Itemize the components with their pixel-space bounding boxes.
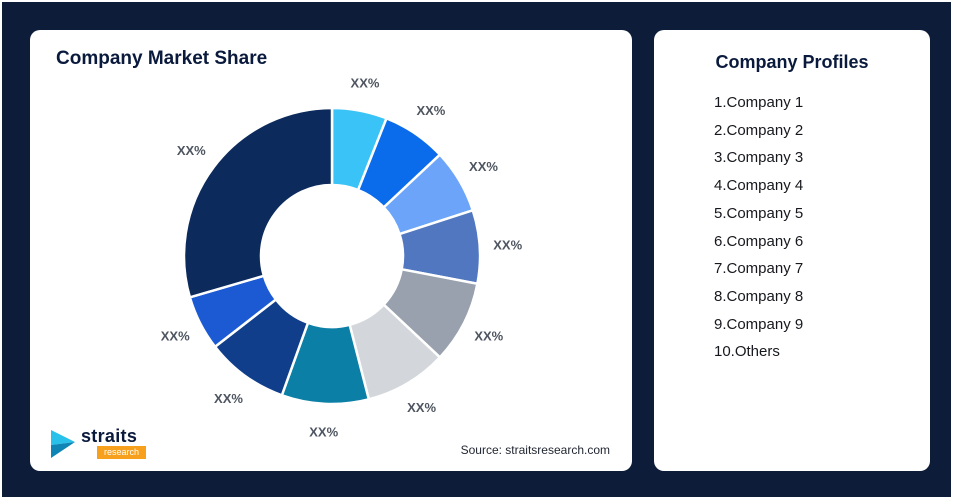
straits-research-logo: straits research: [50, 426, 147, 459]
list-item: 8.Company 8: [714, 287, 804, 305]
donut-slice-label: XX%: [161, 328, 190, 343]
list-item: 10.Others: [714, 343, 780, 361]
donut-slice-label: XX%: [351, 76, 380, 91]
market-share-card: Company Market Share XX% XX% XX% XX% XX% XX% X…: [30, 30, 632, 471]
donut-segment-others: [182, 106, 334, 299]
list-item: 1.Company 1: [714, 94, 804, 111]
list-item: 6.Company 6: [714, 232, 804, 250]
list-item: 2.Company 2: [714, 121, 804, 139]
donut-slice-label: XX%: [407, 400, 436, 415]
logo-brand-text: straits: [81, 426, 138, 446]
company-profiles-list: 1.Company 1 2.Company 2 3.Company 3 4.Co…: [654, 89, 930, 366]
donut-slice-label: XX%: [469, 159, 498, 174]
donut-slice-label: XX%: [493, 237, 522, 252]
list-item: 4.Company 4: [714, 177, 804, 195]
source-attribution: Source: straitsresearch.com: [460, 443, 610, 457]
list-item: 3.Company 3: [714, 149, 804, 167]
donut-slice-label: XX%: [309, 424, 338, 439]
donut-chart: XX% XX% XX% XX% XX% XX% XX% XX% XX% XX%: [161, 76, 523, 440]
donut-slice-label: XX%: [214, 391, 243, 406]
list-item: 7.Company 7: [714, 260, 804, 278]
logo-sub-text: research: [97, 446, 147, 459]
list-item: 5.Company 5: [714, 204, 804, 222]
chart-title: Company Market Share: [56, 48, 268, 69]
profiles-title: Company Profiles: [715, 52, 869, 72]
donut-slice-label: XX%: [416, 103, 445, 118]
list-item: 9.Company 9: [714, 315, 804, 333]
company-profiles-card: Company Profiles 1.Company 1 2.Company 2…: [654, 30, 930, 471]
straits-logo-icon: [51, 430, 75, 458]
logo-text: straits research: [81, 426, 147, 459]
donut-slice-label: XX%: [474, 328, 503, 343]
donut-slice-label: XX%: [177, 143, 206, 158]
